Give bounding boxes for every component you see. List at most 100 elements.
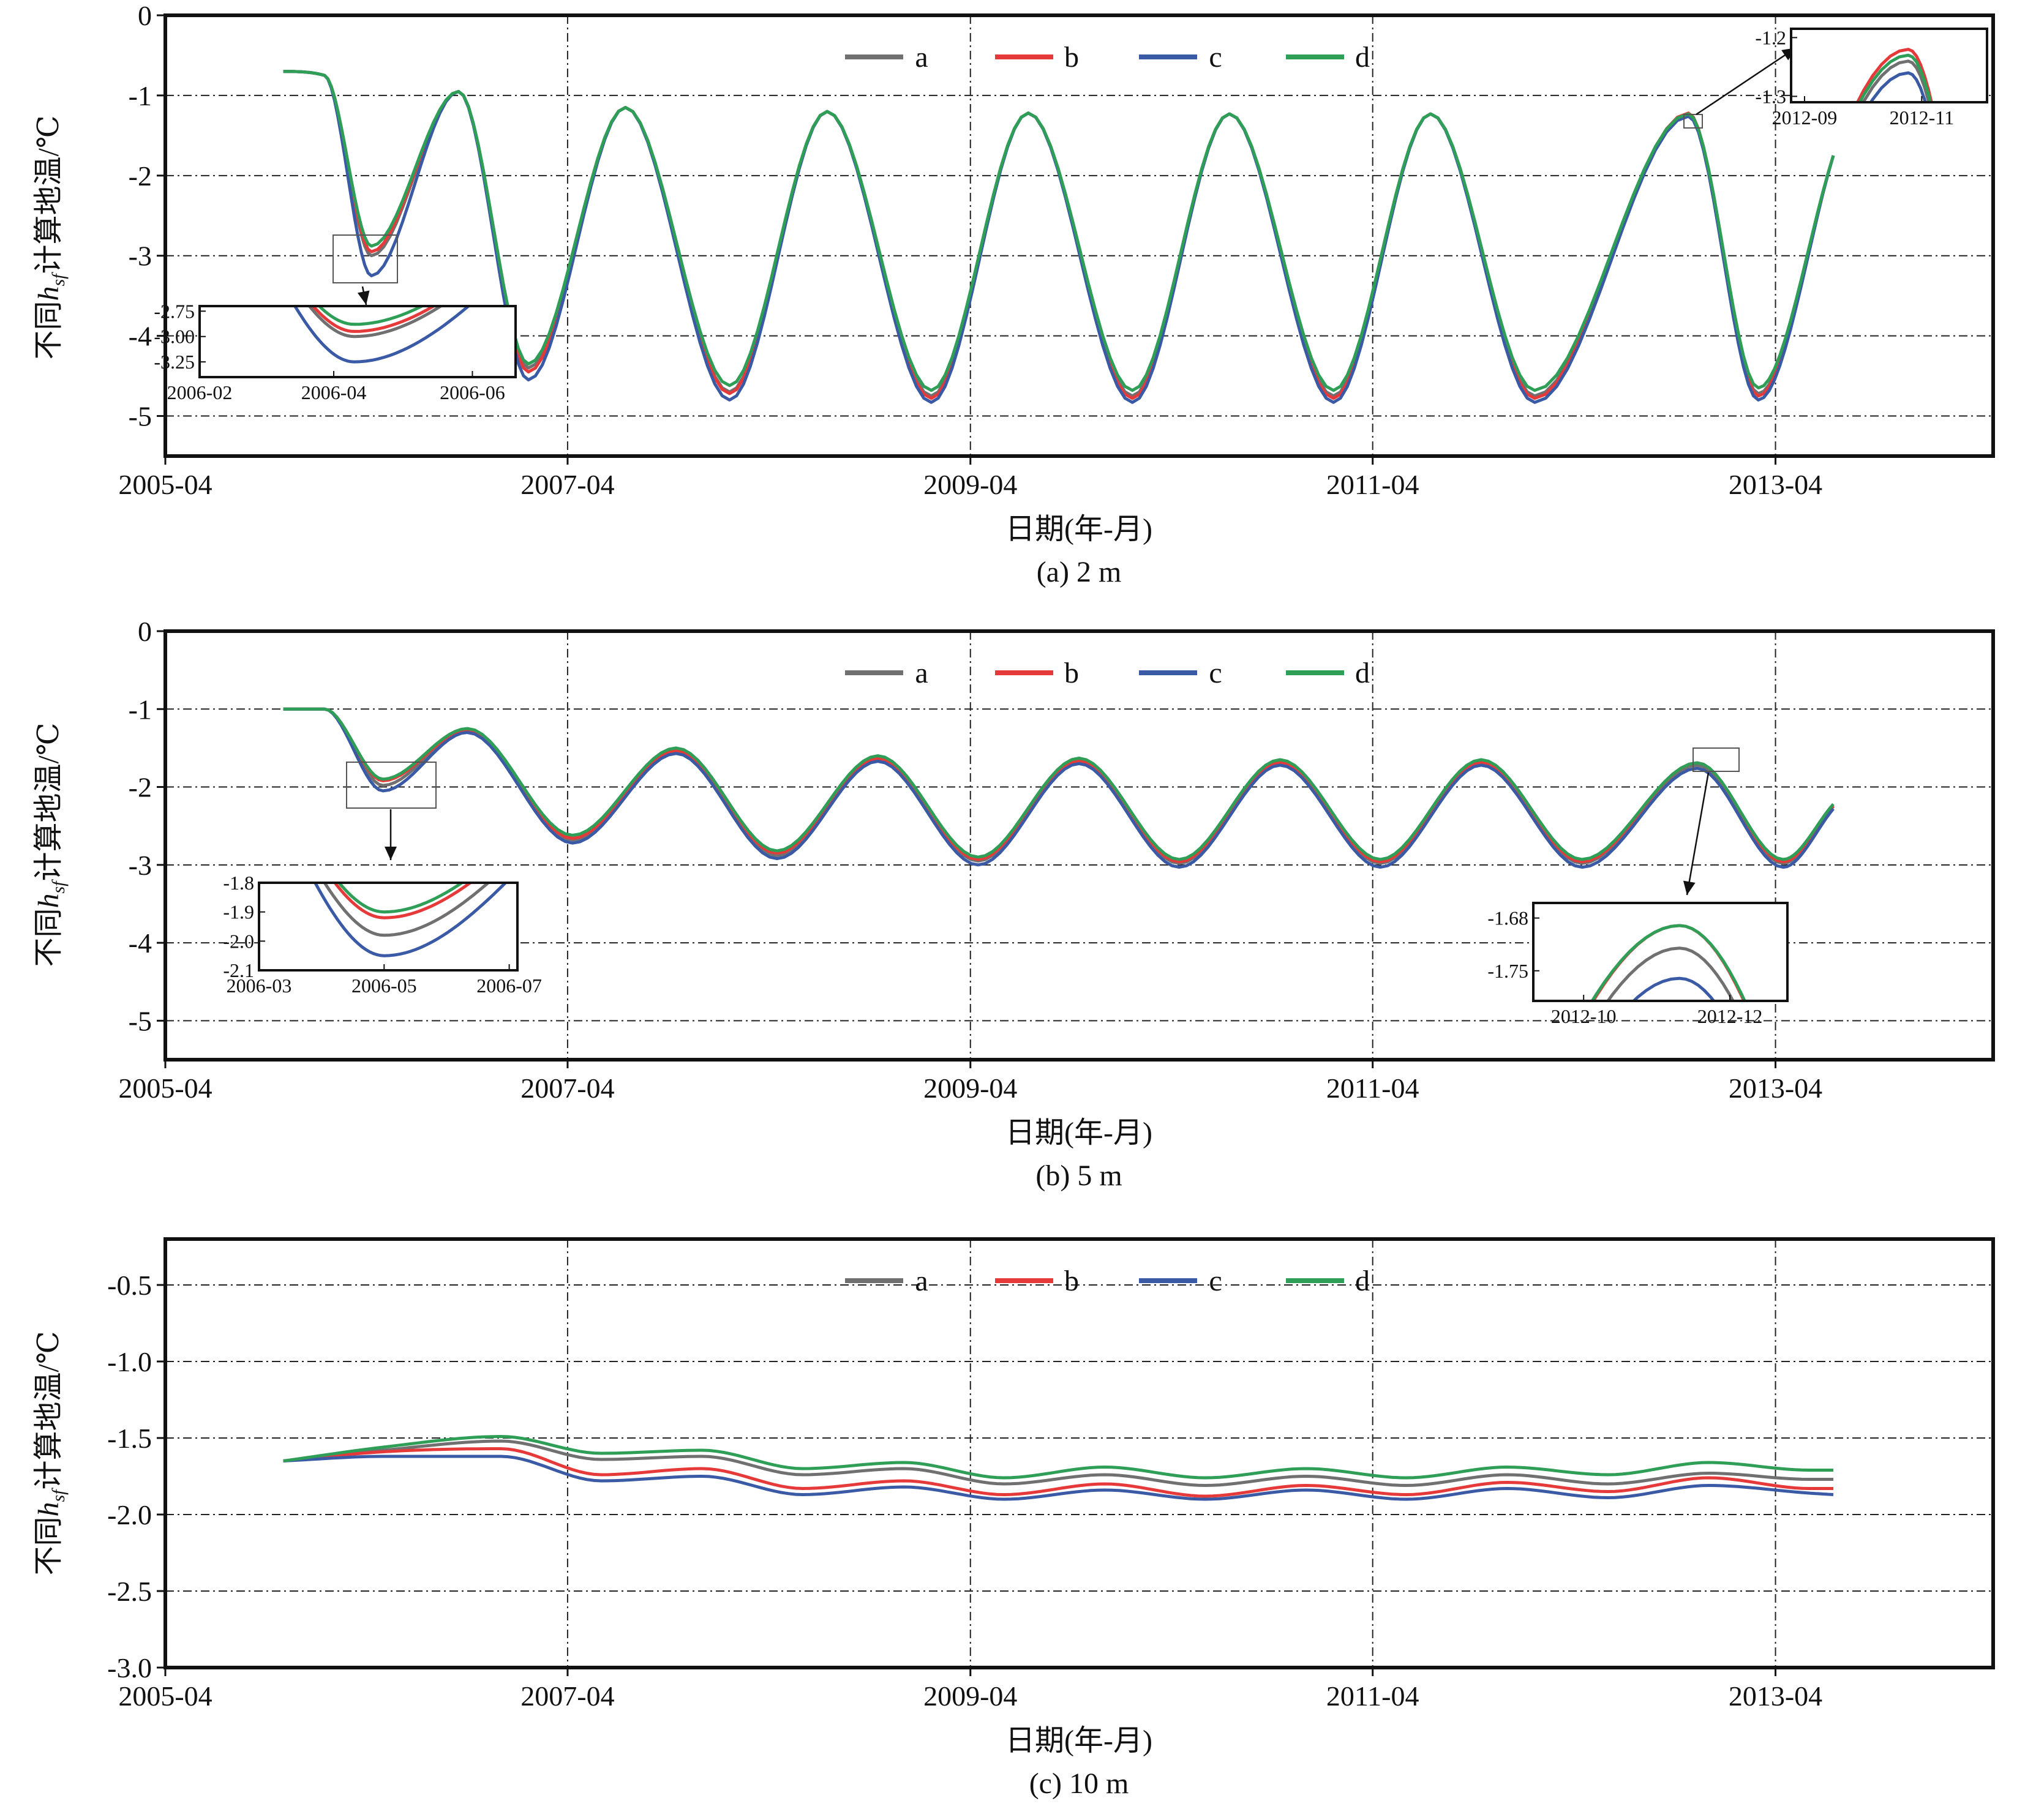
panel-b-5m: 0 -1 -2 -3 -4 -5 2005-04 2007-04 2009-04 2011-04 2… <box>32 616 1995 1192</box>
y-label-part: 不同 <box>32 908 65 967</box>
inset-series-group <box>293 306 471 364</box>
inset-y-tick-label: -2.0 <box>223 930 254 952</box>
inset-y-tick-label: -1.9 <box>223 901 254 923</box>
y-tick-label: -3 <box>129 241 152 272</box>
inset-background <box>259 883 517 970</box>
y-label-part: 计算地温/℃ <box>32 722 65 881</box>
x-tick-label: 2007-04 <box>520 1073 614 1104</box>
inset-x-tick-label: 2006-05 <box>351 975 417 997</box>
y-tick-label: 0 <box>138 0 152 31</box>
inset-series-line-b <box>332 883 473 919</box>
inset-series-line-a <box>323 883 491 937</box>
inset-y-tick-label: -1.8 <box>223 872 254 894</box>
inset-arrowhead <box>385 847 397 860</box>
y-tick-label: -3.0 <box>107 1652 152 1683</box>
panel-caption: (b) 5 m <box>1035 1159 1122 1192</box>
inset-series-group <box>313 883 508 957</box>
inset-arrowhead <box>1683 880 1696 895</box>
y-label-part: 计算地温/℃ <box>32 1331 65 1489</box>
series-line-d <box>283 70 1835 392</box>
series-line-c <box>283 1455 1834 1501</box>
inset-series-line-d <box>337 883 465 914</box>
x-axis-label: 日期(年-月) <box>1005 1725 1152 1757</box>
y-tick-label: -4 <box>129 927 152 959</box>
y-tick-label: -3 <box>129 850 152 881</box>
panel-caption: (c) 10 m <box>1029 1767 1129 1800</box>
inset-background <box>200 306 516 377</box>
inset-background <box>1791 29 1987 102</box>
inset-x-tick-label: 2006-07 <box>476 975 542 997</box>
inset-series-group <box>1590 924 1746 1001</box>
inset-y-tick-label: -1.68 <box>1487 907 1528 929</box>
inset-frame <box>258 882 519 972</box>
inset-y-tick-label: -1.2 <box>1755 26 1786 48</box>
inset-y-tick-label: -2.75 <box>154 300 195 322</box>
y-tick-label: 0 <box>138 616 152 647</box>
plot-frame <box>163 629 1995 1062</box>
inset-y-tick-label: -3.00 <box>154 326 195 348</box>
legend-label-a: a <box>915 41 928 73</box>
y-tick-label: -2.5 <box>107 1576 152 1607</box>
inset-series-line-d <box>1858 53 1933 102</box>
legend-label-d: d <box>1355 41 1370 73</box>
legend-label-a: a <box>915 657 928 689</box>
legend-label-b: b <box>1064 1265 1079 1297</box>
plot-frame <box>163 1237 1995 1669</box>
inset-source-box <box>1693 747 1740 772</box>
y-tick-label: -1.0 <box>107 1346 152 1377</box>
plot-frame <box>163 13 1995 458</box>
inset-series-line-c <box>1869 71 1927 102</box>
inset-x-tick-label: 2006-02 <box>167 381 233 403</box>
x-tick-label: 2005-04 <box>118 469 212 500</box>
series-line-d <box>283 707 1835 861</box>
x-tick-label: 2011-04 <box>1326 1073 1419 1104</box>
inset-series-group <box>1855 48 1933 102</box>
y-tick-label: -2 <box>129 160 152 192</box>
inset-x-tick-label: 2012-10 <box>1551 1005 1617 1027</box>
y-tick-label: -2 <box>129 772 152 803</box>
y-tick-label: -2.0 <box>107 1499 152 1530</box>
series-line-b <box>283 1447 1833 1498</box>
inset-x-tick-label: 2012-09 <box>1772 107 1838 129</box>
x-axis-label: 日期(年-月) <box>1005 513 1152 545</box>
legend-label-c: c <box>1209 1265 1222 1297</box>
x-tick-label: 2009-04 <box>923 1073 1017 1104</box>
inset-x-tick-label: 2012-12 <box>1697 1005 1763 1027</box>
panel-a-2m: 0 -1 -2 -3 -4 -5 2005-04 2007-04 2009-04 2011-04 2… <box>32 0 1995 588</box>
y-label-part: h <box>32 894 65 908</box>
inset-y-tick-label: -1.75 <box>1487 960 1528 982</box>
inset-series-line-c <box>313 883 508 957</box>
series-line-d <box>283 1435 1833 1480</box>
y-tick-label: -4 <box>129 321 152 352</box>
inset-arrowhead <box>357 290 370 305</box>
y-label-part: h <box>32 1502 65 1517</box>
inset-series-line-a <box>1606 946 1735 1001</box>
y-label-part: 不同 <box>32 301 65 360</box>
y-axis-label: 不同hsf计算地温/℃ <box>32 115 69 359</box>
inset-arrow <box>1696 47 1797 116</box>
x-tick-label: 2007-04 <box>520 469 614 500</box>
legend-label-c: c <box>1209 41 1222 73</box>
y-axis-label: 不同hsf计算地温/℃ <box>32 1331 69 1575</box>
inset-series-line-a <box>1862 59 1931 102</box>
series-line-b <box>283 707 1835 864</box>
y-label-part: h <box>32 286 65 301</box>
inset-frame <box>198 305 517 378</box>
inset-series-line-c <box>293 306 471 364</box>
x-tick-label: 2005-04 <box>118 1680 212 1712</box>
x-tick-label: 2013-04 <box>1729 469 1822 500</box>
y-label-part: sf <box>48 1488 69 1502</box>
y-label-part: 计算地温/℃ <box>32 115 65 274</box>
x-tick-label: 2013-04 <box>1729 1073 1822 1104</box>
x-tick-label: 2007-04 <box>520 1680 614 1712</box>
inset-frame <box>1532 902 1789 1002</box>
inset-source-box <box>346 762 437 809</box>
inset: -1.68 -1.75 2012-10 2012-12 <box>1487 747 1789 1027</box>
inset-x-tick-label: 2006-03 <box>227 975 292 997</box>
y-tick-label: -5 <box>129 401 152 432</box>
y-tick-label: -0.5 <box>107 1270 152 1301</box>
